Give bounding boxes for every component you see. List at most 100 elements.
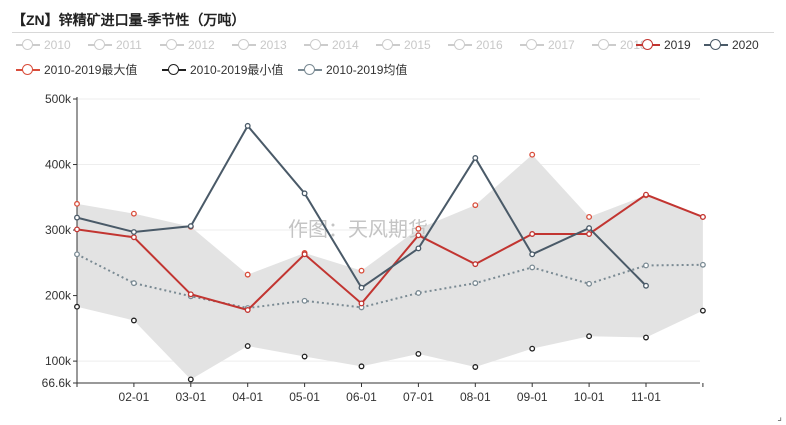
data-point-2019-09-01 xyxy=(529,231,536,237)
legend-item-2010[interactable]: 2010 xyxy=(16,38,71,52)
data-point-2020-11-01 xyxy=(643,282,649,289)
data-point-2019-12-01 xyxy=(699,214,706,220)
legend-marker-icon xyxy=(160,39,184,51)
data-point-2010-2019均值-07-01 xyxy=(415,290,422,296)
data-point-2020-03-01 xyxy=(187,223,194,230)
legend-label: 2012 xyxy=(188,38,215,52)
legend-label: 2020 xyxy=(732,38,759,52)
data-point-2010-2019最小值-04-01 xyxy=(244,343,251,349)
legend-label: 2010-2019最大值 xyxy=(44,63,138,77)
legend-label: 2013 xyxy=(260,38,287,52)
data-point-2020-01-01 xyxy=(74,214,80,221)
data-point-2010-2019最小值-10-01 xyxy=(586,333,593,340)
data-point-2010-2019均值-02-01 xyxy=(130,280,137,287)
data-point-2019-11-01 xyxy=(643,191,649,198)
legend-item-2012[interactable]: 2012 xyxy=(160,38,215,52)
data-point-2020-09-01 xyxy=(529,251,536,258)
legend-item-2016[interactable]: 2016 xyxy=(448,38,503,52)
y-tick-label: 400k xyxy=(45,158,72,172)
series-line-2019 xyxy=(76,193,704,312)
data-point-2010-2019最大值-02-01 xyxy=(130,210,137,217)
x-tick-label: 07-01 xyxy=(403,390,434,404)
x-tick-label: 02-01 xyxy=(119,390,150,404)
data-point-2019-01-01 xyxy=(74,226,80,233)
legend-label: 2010-2019最小值 xyxy=(190,63,284,77)
data-point-2010-2019最小值-06-01 xyxy=(358,363,365,370)
legend-marker-icon xyxy=(88,39,112,51)
x-tick-label: 03-01 xyxy=(175,390,206,404)
legend-label: 2010-2019均值 xyxy=(326,63,408,77)
data-point-2019-10-01 xyxy=(586,231,593,237)
data-point-2019-08-01 xyxy=(472,261,479,268)
x-tick-label: 11-01 xyxy=(631,390,661,404)
data-point-2010-2019最小值-12-01 xyxy=(699,307,706,314)
legend-marker-icon xyxy=(16,39,40,51)
data-point-2010-2019均值-01-01 xyxy=(74,251,80,258)
data-point-2010-2019均值-09-01 xyxy=(529,264,536,271)
data-point-2010-2019均值-11-01 xyxy=(643,262,649,269)
data-point-2010-2019最大值-07-01 xyxy=(415,225,422,232)
legend-label: 2019 xyxy=(664,38,691,52)
y-tick-label: 200k xyxy=(45,289,72,303)
legend-item-2017[interactable]: 2017 xyxy=(520,38,575,52)
y-tick-label: 100k xyxy=(45,354,72,368)
legend-item-2015[interactable]: 2015 xyxy=(376,38,431,52)
data-point-2019-03-01 xyxy=(187,291,194,298)
legend-marker-icon xyxy=(520,39,544,51)
legend-item-2010-2019均值[interactable]: 2010-2019均值 xyxy=(298,61,407,78)
data-point-2010-2019最小值-02-01 xyxy=(130,317,137,324)
data-point-2010-2019均值-08-01 xyxy=(472,280,479,287)
data-point-2010-2019均值-12-01 xyxy=(699,261,706,268)
legend-item-2011[interactable]: 2011 xyxy=(88,38,142,52)
data-point-2010-2019最小值-05-01 xyxy=(301,353,308,360)
y-tick-label: 300k xyxy=(45,223,72,237)
data-point-2010-2019均值-05-01 xyxy=(301,297,308,304)
watermark: 作图：天风期货 xyxy=(288,217,428,241)
legend-label: 2016 xyxy=(476,38,503,52)
data-point-2020-02-01 xyxy=(130,229,137,235)
legend-marker-icon xyxy=(16,63,40,76)
legend-marker-icon xyxy=(376,39,400,51)
data-point-2010-2019最大值-01-01 xyxy=(74,200,80,207)
legend-marker-icon xyxy=(592,39,616,51)
legend-item-2014[interactable]: 2014 xyxy=(304,38,359,52)
data-point-2010-2019最大值-04-01 xyxy=(244,271,251,278)
data-point-2020-06-01 xyxy=(358,284,365,291)
y-tick-label: 66.6k xyxy=(42,376,72,390)
legend-item-2013[interactable]: 2013 xyxy=(232,38,287,52)
data-point-2010-2019均值-10-01 xyxy=(586,280,593,287)
legend-marker-icon xyxy=(704,39,728,51)
x-tick-label: 06-01 xyxy=(346,390,377,404)
data-point-2019-02-01 xyxy=(130,234,137,241)
y-tick-label: 500k xyxy=(45,92,72,106)
data-point-2010-2019最大值-09-01 xyxy=(529,151,536,158)
legend-label: 2014 xyxy=(332,38,359,52)
legend-item-2019[interactable]: 2019 xyxy=(636,38,691,52)
title-divider xyxy=(12,32,774,33)
legend-marker-icon xyxy=(298,63,322,76)
chart-title: 【ZN】锌精矿进口量-季节性（万吨） xyxy=(12,12,246,28)
data-point-2010-2019最大值-06-01 xyxy=(358,267,365,274)
legend-label: 2017 xyxy=(548,38,575,52)
legend-label: 2015 xyxy=(404,38,431,52)
x-tick-label: 10-01 xyxy=(574,390,605,404)
data-point-2020-04-01 xyxy=(244,122,251,129)
legend-item-2018[interactable]: 2018 xyxy=(592,38,647,52)
legend-marker-icon xyxy=(162,63,186,76)
data-point-2010-2019最小值-01-01 xyxy=(74,303,80,310)
legend-label: 2010 xyxy=(44,38,71,52)
legend-item-2010-2019最小值[interactable]: 2010-2019最小值 xyxy=(162,61,283,78)
legend-marker-icon xyxy=(232,39,256,51)
legend-label: 2018 xyxy=(620,38,647,52)
legend-item-2020[interactable]: 2020 xyxy=(704,38,759,52)
legend-item-2010-2019最大值[interactable]: 2010-2019最大值 xyxy=(16,61,137,78)
data-point-2010-2019最大值-08-01 xyxy=(472,202,479,209)
x-tick-label: 09-01 xyxy=(517,390,548,404)
legend-marker-icon xyxy=(636,39,660,51)
resize-corner-icon: ⌟ xyxy=(777,412,782,423)
data-point-2019-06-01 xyxy=(358,300,365,307)
data-point-2020-05-01 xyxy=(301,190,308,197)
legend-marker-icon xyxy=(304,39,328,51)
